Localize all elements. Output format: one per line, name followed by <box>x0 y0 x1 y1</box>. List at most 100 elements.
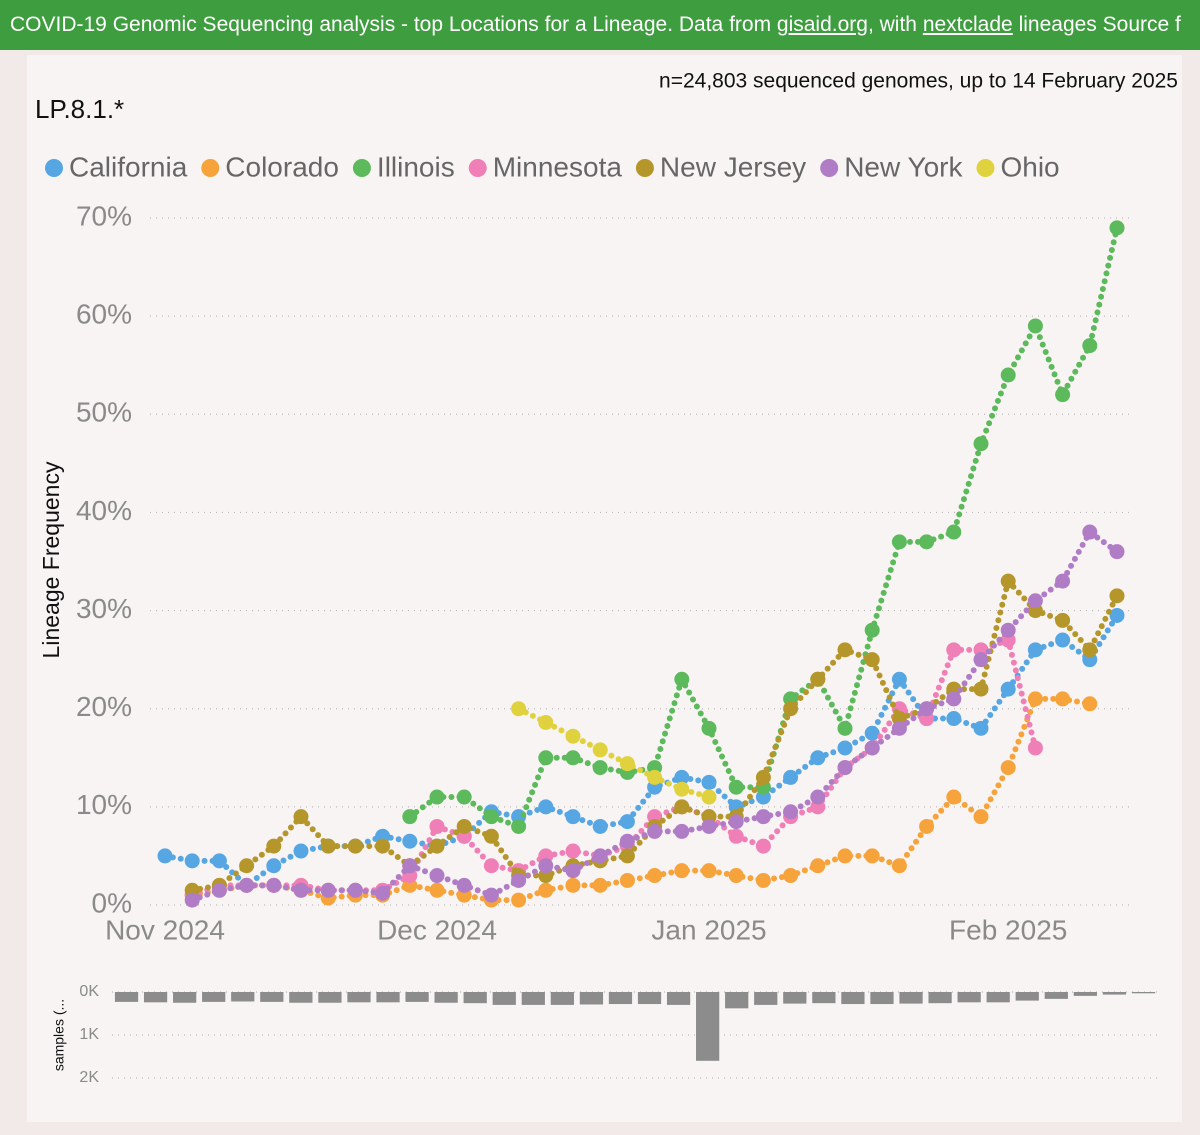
data-point <box>565 863 581 879</box>
data-point <box>810 671 826 687</box>
data-point <box>402 809 418 825</box>
data-point <box>647 769 663 785</box>
data-point <box>973 652 989 668</box>
legend-label: Illinois <box>377 151 455 182</box>
legend-label: Colorado <box>225 151 339 182</box>
bar <box>899 992 923 1004</box>
x-tick-label: Feb 2025 <box>949 914 1067 945</box>
data-point <box>919 818 935 834</box>
data-point <box>891 534 907 550</box>
legend-swatch <box>820 159 839 177</box>
x-tick-label: Nov 2024 <box>105 914 225 945</box>
link[interactable]: nextclade <box>922 13 1013 36</box>
bar <box>1044 992 1068 999</box>
data-point <box>783 868 799 884</box>
data-point <box>674 671 690 687</box>
data-point <box>619 833 635 849</box>
data-point <box>755 872 771 888</box>
data-point <box>293 882 309 898</box>
y-tick-label: 70% <box>76 200 132 231</box>
bar <box>434 992 458 1003</box>
data-point <box>293 843 309 859</box>
bar <box>957 992 981 1003</box>
data-point <box>184 853 200 869</box>
data-point <box>239 858 255 874</box>
data-point <box>783 804 799 820</box>
bar <box>928 992 952 1004</box>
data-point <box>1000 681 1016 697</box>
data-point <box>946 711 962 727</box>
bar <box>463 992 487 1004</box>
data-point <box>1055 612 1071 628</box>
data-point <box>701 863 717 879</box>
data-point <box>1000 367 1016 383</box>
data-point <box>755 809 771 825</box>
data-point <box>538 882 554 898</box>
data-point <box>1000 760 1016 776</box>
data-point <box>157 848 173 864</box>
data-point <box>456 789 472 805</box>
data-point <box>973 720 989 736</box>
data-point <box>429 818 445 834</box>
banner-text: COVID-19 Genomic Sequencing analysis - t… <box>10 13 777 36</box>
data-point <box>538 858 554 874</box>
data-point <box>919 534 935 550</box>
data-point <box>347 882 363 898</box>
data-point <box>483 809 499 825</box>
data-point <box>810 789 826 805</box>
legend-swatch <box>635 159 654 177</box>
data-point <box>211 853 227 869</box>
subtitle: n=24,803 sequenced genomes, up to 14 Feb… <box>659 70 1178 93</box>
data-point <box>320 838 336 854</box>
y-tick-label: 10% <box>76 789 132 820</box>
data-point <box>592 760 608 776</box>
link[interactable]: gisaid.org <box>776 13 868 36</box>
data-point <box>864 652 880 668</box>
bar <box>521 992 545 1005</box>
data-point <box>619 872 635 888</box>
data-point <box>1000 622 1016 638</box>
data-point <box>565 809 581 825</box>
bar <box>231 992 255 1002</box>
bar <box>725 992 749 1009</box>
bar <box>666 992 691 1005</box>
data-point <box>674 863 690 879</box>
data-point <box>538 799 554 815</box>
data-point <box>1027 318 1043 334</box>
data-point <box>1027 691 1043 707</box>
bar <box>1015 992 1039 1001</box>
banner-text: lineages Source f <box>1012 13 1181 36</box>
data-point <box>891 858 907 874</box>
data-point <box>1055 632 1071 648</box>
y-tick-label: 0K <box>79 983 99 1000</box>
data-point <box>810 750 826 766</box>
data-point <box>565 750 581 766</box>
bar <box>637 992 662 1005</box>
data-point <box>864 740 880 756</box>
data-point <box>891 671 907 687</box>
data-point <box>1027 642 1043 658</box>
panel <box>27 55 1182 1122</box>
data-point <box>674 769 690 785</box>
data-point <box>211 882 227 898</box>
data-point <box>565 877 581 893</box>
y-tick-label: 40% <box>76 495 132 526</box>
data-point <box>783 701 799 717</box>
y-axis-label: samples (... <box>51 999 67 1071</box>
data-point <box>701 774 717 790</box>
bar <box>260 992 284 1002</box>
series-line <box>189 695 1093 904</box>
legend-label: Ohio <box>1000 151 1059 182</box>
data-point <box>565 728 581 744</box>
y-axis-label: Lineage Frequency <box>38 461 64 658</box>
data-point <box>511 872 527 888</box>
data-point <box>647 823 663 839</box>
data-point <box>538 714 554 730</box>
bar <box>376 992 400 1003</box>
data-point <box>456 818 472 834</box>
data-point <box>511 818 527 834</box>
bar <box>754 992 778 1005</box>
data-point <box>946 524 962 540</box>
bar <box>173 992 197 1003</box>
y-tick-label: 60% <box>76 299 132 330</box>
